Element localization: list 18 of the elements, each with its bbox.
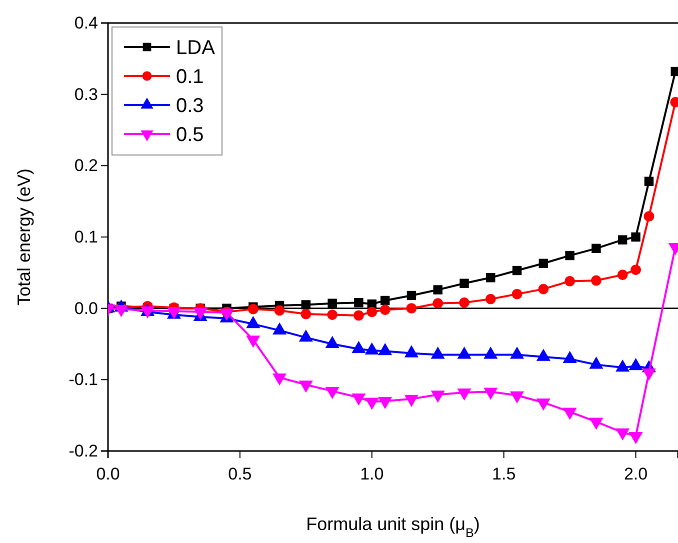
x-tick-label: 2.0 xyxy=(624,464,648,484)
legend-label: 0.3 xyxy=(176,95,204,117)
y-tick-label: 0.4 xyxy=(74,13,98,32)
x-tick-label: 0.5 xyxy=(228,464,252,484)
x-tick-label: 0.0 xyxy=(96,464,120,484)
y-tick-label: 0.2 xyxy=(74,156,98,176)
legend-label: LDA xyxy=(176,37,216,59)
y-axis-title: Total energy (eV) xyxy=(14,168,34,306)
y-tick-label: 0.0 xyxy=(74,298,98,318)
y-tick-label: 0.1 xyxy=(74,227,98,246)
y-tick-label: 0.3 xyxy=(74,84,98,104)
x-tick-label: 1.5 xyxy=(492,464,516,484)
y-tick-label: -0.2 xyxy=(68,441,98,460)
x-tick-label: 1.0 xyxy=(360,464,384,484)
x-axis-title: Formula unit spin (μ$_{B}$) xyxy=(306,514,480,540)
y-tick-label: -0.1 xyxy=(68,370,98,390)
legend-label: 0.1 xyxy=(176,66,204,88)
legend-label: 0.5 xyxy=(176,124,204,146)
